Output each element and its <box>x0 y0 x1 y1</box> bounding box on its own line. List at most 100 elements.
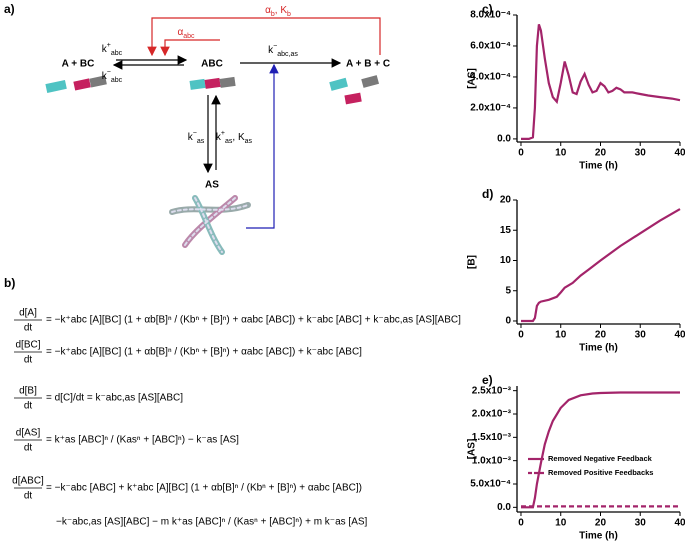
species: ABC <box>201 59 223 70</box>
rate-symbol: , K <box>232 132 245 143</box>
x-tick-label: 10 <box>555 148 567 159</box>
rate-label: αabc <box>177 27 195 40</box>
x-axis-label: Time (h) <box>579 531 618 542</box>
rate-symbol: , K <box>275 5 288 16</box>
eq-numerator: d[AS] <box>16 428 41 439</box>
y-tick-label: 5.0x10⁻⁴ <box>470 479 511 490</box>
subscript: b <box>287 11 291 18</box>
x-tick-label: 30 <box>635 518 647 529</box>
y-tick-label: 15 <box>500 225 512 236</box>
y-tick-label: 1.5x10⁻³ <box>472 432 512 443</box>
x-tick-label: 40 <box>674 330 685 341</box>
charts: c) 0.0 2.0x10⁻⁴ 4.0x10⁻⁴ 6.0x10⁻⁴ 8.0x10⁻⁴ 0 10… <box>467 2 685 541</box>
x-tick-label: 40 <box>674 518 685 529</box>
subscript: abc <box>111 77 123 84</box>
x-tick-label: 20 <box>595 330 607 341</box>
eq-denominator: dt <box>24 401 33 412</box>
rate-label: k+abc <box>102 42 123 57</box>
superscript: + <box>221 130 225 137</box>
eq-rhs: = k⁺as [ABC]ⁿ / (Kasⁿ + [ABC]ⁿ) − k⁻as [… <box>46 435 239 446</box>
rate-label: αb, Kb <box>265 5 291 18</box>
rate-symbol: k <box>102 71 108 82</box>
equations: d[A] dt = −k⁺abc [A][BC] (1 + αb[B]ⁿ / (Kb… <box>12 308 461 528</box>
x-tick-label: 0 <box>518 518 524 529</box>
y-axis-label: [AS] <box>467 68 478 89</box>
subscript: abc <box>183 33 195 40</box>
panel-label: e) <box>482 373 493 387</box>
legend-label: Removed Negative Feedback <box>548 454 653 463</box>
rate-symbol: α <box>177 27 183 38</box>
rate-symbol: α <box>265 5 271 16</box>
x-tick-label: 0 <box>518 148 524 159</box>
species: A + BC <box>62 59 95 70</box>
y-tick-label: 6.0x10⁻⁴ <box>470 41 511 52</box>
y-tick-label: 0.0 <box>497 134 511 145</box>
x-tick-label: 10 <box>555 330 567 341</box>
eq-denominator: dt <box>24 323 33 334</box>
eq-denominator: dt <box>24 355 33 366</box>
subscript: as <box>245 138 253 145</box>
x-tick-label: 30 <box>635 330 647 341</box>
subscript: abc,as <box>277 51 298 58</box>
species: AS <box>205 180 219 191</box>
y-tick-label: 8.0x10⁻⁴ <box>470 10 511 21</box>
y-tick-label: 4.0x10⁻⁴ <box>470 72 511 83</box>
eq-denominator: dt <box>24 491 33 502</box>
y-axis-label: [AS] <box>467 439 478 460</box>
x-tick-label: 30 <box>635 148 647 159</box>
rate-symbol: k <box>188 132 194 143</box>
subscript: abc <box>111 50 123 57</box>
eq-rhs: = −k⁺abc [A][BC] (1 + αb[B]ⁿ / (Kbⁿ + [B… <box>46 315 461 326</box>
y-tick-label: 0.0 <box>497 502 511 513</box>
data-line <box>521 391 680 509</box>
y-tick-label: 10 <box>500 255 512 266</box>
subscript: as <box>225 138 233 145</box>
x-tick-label: 40 <box>674 148 685 159</box>
x-tick-label: 0 <box>518 330 524 341</box>
data-line <box>521 23 681 140</box>
panel-label: c) <box>482 2 493 16</box>
fibers <box>169 195 251 255</box>
rate-label: k−abc <box>102 69 123 84</box>
y-tick-label: 5 <box>505 285 511 296</box>
rate-symbol: k <box>268 45 274 56</box>
x-axis-label: Time (h) <box>579 343 618 354</box>
y-tick-label: 0 <box>505 316 511 327</box>
eq-rhs: = −k⁺abc [A][BC] (1 + αb[B]ⁿ / (Kbⁿ + [B… <box>46 347 362 358</box>
y-axis-label: [B] <box>467 255 478 269</box>
y-tick-label: 2.5x10⁻³ <box>472 385 512 396</box>
y-tick-label: 1.0x10⁻³ <box>472 455 512 466</box>
eq-rhs: = d[C]/dt = k⁻abc,as [AS][ABC] <box>46 393 183 404</box>
x-axis-label: Time (h) <box>579 161 618 172</box>
eq-rhs: −k⁻abc,as [AS][ABC] − m k⁺as [ABC]ⁿ / (K… <box>56 517 368 528</box>
superscript: − <box>107 69 111 76</box>
subscript: b <box>271 11 275 18</box>
eq-numerator: d[B] <box>19 386 37 397</box>
rate-symbol: k <box>216 132 222 143</box>
rate-label: k−as <box>188 130 205 145</box>
data-line <box>521 208 681 323</box>
eq-numerator: d[ABC] <box>12 476 44 487</box>
rate-label: k−abc,as <box>268 43 298 58</box>
rate-symbol: k <box>102 44 108 55</box>
eq-numerator: d[BC] <box>15 340 40 351</box>
eq-numerator: d[A] <box>19 308 37 319</box>
panel-label: b) <box>4 276 15 290</box>
arrows <box>112 17 381 229</box>
y-tick-label: 2.0x10⁻⁴ <box>470 103 511 114</box>
x-tick-label: 20 <box>595 148 607 159</box>
superscript: + <box>107 42 111 49</box>
y-tick-label: 20 <box>500 195 512 206</box>
eq-rhs: = −k⁻abc [ABC] + k⁺abc [A][BC] (1 + αb[B… <box>46 483 362 494</box>
x-tick-label: 10 <box>555 518 567 529</box>
panel-label: a) <box>4 2 15 16</box>
eq-denominator: dt <box>24 443 33 454</box>
species: A + B + C <box>346 59 390 70</box>
superscript: − <box>273 43 277 50</box>
superscript: − <box>193 130 197 137</box>
rate-label: k+as, Kas <box>216 130 253 145</box>
legend-label: Removed Positive Feedbacks <box>548 468 653 477</box>
